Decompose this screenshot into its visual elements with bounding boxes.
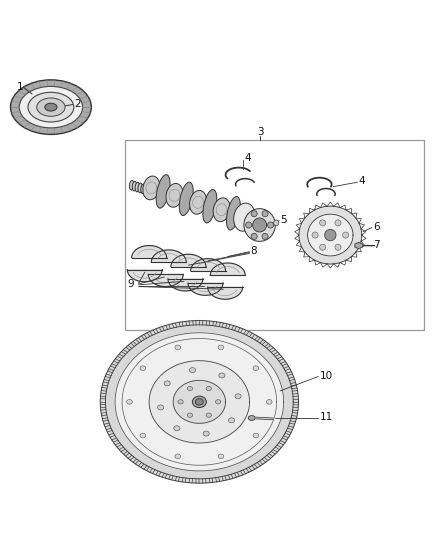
Circle shape xyxy=(251,233,257,239)
Polygon shape xyxy=(173,381,226,423)
Polygon shape xyxy=(115,333,284,471)
Ellipse shape xyxy=(218,454,224,459)
Polygon shape xyxy=(149,361,250,443)
Ellipse shape xyxy=(274,220,279,225)
Text: 10: 10 xyxy=(319,370,332,381)
Ellipse shape xyxy=(146,185,151,195)
Ellipse shape xyxy=(190,190,207,214)
Polygon shape xyxy=(299,206,362,264)
Circle shape xyxy=(335,244,341,251)
Circle shape xyxy=(262,211,268,217)
Ellipse shape xyxy=(130,181,134,190)
Text: 3: 3 xyxy=(257,127,264,138)
Ellipse shape xyxy=(45,103,57,111)
Ellipse shape xyxy=(203,190,217,223)
Ellipse shape xyxy=(158,405,164,410)
Polygon shape xyxy=(210,263,245,275)
Text: 8: 8 xyxy=(251,246,257,256)
Ellipse shape xyxy=(141,184,145,193)
Text: 2: 2 xyxy=(74,99,81,109)
Polygon shape xyxy=(171,254,206,266)
Circle shape xyxy=(335,220,341,226)
Ellipse shape xyxy=(253,433,259,438)
Bar xyxy=(125,140,424,330)
Ellipse shape xyxy=(213,198,230,222)
Ellipse shape xyxy=(187,386,193,391)
Ellipse shape xyxy=(248,416,255,421)
Circle shape xyxy=(325,229,336,241)
Ellipse shape xyxy=(138,183,142,193)
Ellipse shape xyxy=(175,345,180,350)
Ellipse shape xyxy=(179,182,193,215)
Ellipse shape xyxy=(218,345,224,350)
Polygon shape xyxy=(132,246,166,258)
Polygon shape xyxy=(191,259,226,271)
Circle shape xyxy=(253,218,267,232)
Polygon shape xyxy=(355,243,363,248)
Circle shape xyxy=(268,222,274,228)
Ellipse shape xyxy=(135,182,140,192)
Ellipse shape xyxy=(233,203,255,231)
Text: 4: 4 xyxy=(244,153,251,163)
Ellipse shape xyxy=(19,86,82,128)
Ellipse shape xyxy=(190,368,196,373)
Ellipse shape xyxy=(195,399,203,405)
Ellipse shape xyxy=(132,181,137,191)
Ellipse shape xyxy=(253,366,259,370)
Ellipse shape xyxy=(11,80,91,134)
Ellipse shape xyxy=(140,433,146,438)
Text: 7: 7 xyxy=(373,240,380,250)
Polygon shape xyxy=(151,250,186,262)
Polygon shape xyxy=(168,279,203,291)
Text: 9: 9 xyxy=(127,279,134,289)
Ellipse shape xyxy=(166,183,183,207)
Text: 11: 11 xyxy=(319,412,333,422)
Ellipse shape xyxy=(206,413,212,417)
Polygon shape xyxy=(208,287,243,299)
Circle shape xyxy=(246,222,252,228)
Circle shape xyxy=(320,244,326,251)
Ellipse shape xyxy=(229,418,235,423)
Ellipse shape xyxy=(206,386,212,391)
Ellipse shape xyxy=(226,197,240,230)
Ellipse shape xyxy=(144,185,148,195)
Polygon shape xyxy=(127,270,162,282)
Circle shape xyxy=(251,211,257,217)
Circle shape xyxy=(312,232,318,238)
Text: 1: 1 xyxy=(17,82,24,92)
Ellipse shape xyxy=(28,92,74,122)
Ellipse shape xyxy=(244,208,276,241)
Ellipse shape xyxy=(192,396,206,408)
Ellipse shape xyxy=(203,431,209,436)
Ellipse shape xyxy=(175,454,180,459)
Ellipse shape xyxy=(266,400,272,404)
Polygon shape xyxy=(307,214,353,256)
Text: 5: 5 xyxy=(280,215,287,225)
Polygon shape xyxy=(188,283,223,295)
Ellipse shape xyxy=(174,426,180,431)
Ellipse shape xyxy=(156,175,170,208)
Polygon shape xyxy=(148,274,183,287)
Ellipse shape xyxy=(235,394,241,399)
Ellipse shape xyxy=(127,400,132,404)
Ellipse shape xyxy=(178,400,183,404)
Ellipse shape xyxy=(187,413,193,417)
Circle shape xyxy=(343,232,349,238)
Circle shape xyxy=(262,233,268,239)
Ellipse shape xyxy=(164,381,170,386)
Ellipse shape xyxy=(219,373,225,378)
Text: 4: 4 xyxy=(359,176,365,187)
Ellipse shape xyxy=(37,98,65,116)
Text: 6: 6 xyxy=(373,222,380,232)
Circle shape xyxy=(320,220,326,226)
Polygon shape xyxy=(100,320,298,483)
Ellipse shape xyxy=(143,176,160,200)
Ellipse shape xyxy=(215,400,221,404)
Ellipse shape xyxy=(140,366,146,370)
